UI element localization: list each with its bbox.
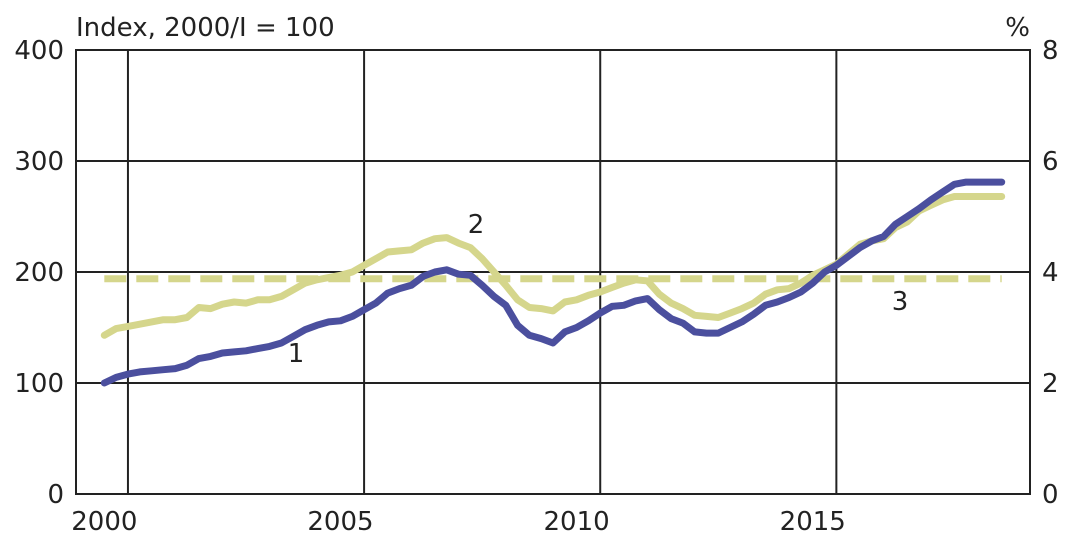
series-label-3: 3 <box>892 287 909 317</box>
plot-frame <box>75 49 1031 495</box>
left-axis-title: Index, 2000/I = 100 <box>76 13 335 43</box>
right-y-tick-label: 4 <box>1042 258 1059 288</box>
x-tick-label: 2000 <box>71 507 137 537</box>
right-axis-title: % <box>1005 13 1030 43</box>
series-label-2: 2 <box>468 210 485 240</box>
left-y-tick-label: 300 <box>14 147 64 177</box>
x-tick-label: 2005 <box>307 507 373 537</box>
series-line-1 <box>100 178 1006 387</box>
left-y-tick-label: 400 <box>14 36 64 66</box>
series-label-1: 1 <box>288 339 305 369</box>
series-layer <box>100 178 1006 387</box>
right-y-tick-label: 2 <box>1042 369 1059 399</box>
left-y-tick-label: 100 <box>14 369 64 399</box>
grid <box>76 49 1030 495</box>
x-tick-label: 2015 <box>780 507 846 537</box>
left-y-tick-label: 200 <box>14 258 64 288</box>
tick-labels: 0 100 200 300 400 0 2 4 6 8 2000 2005 2010 2015 <box>14 36 1058 537</box>
right-y-tick-label: 8 <box>1042 36 1059 66</box>
left-y-tick-label: 0 <box>47 480 64 510</box>
x-tick-label: 2010 <box>544 507 610 537</box>
right-y-tick-label: 0 <box>1042 480 1059 510</box>
right-y-tick-label: 6 <box>1042 147 1059 177</box>
series-line-2 <box>100 193 1006 339</box>
